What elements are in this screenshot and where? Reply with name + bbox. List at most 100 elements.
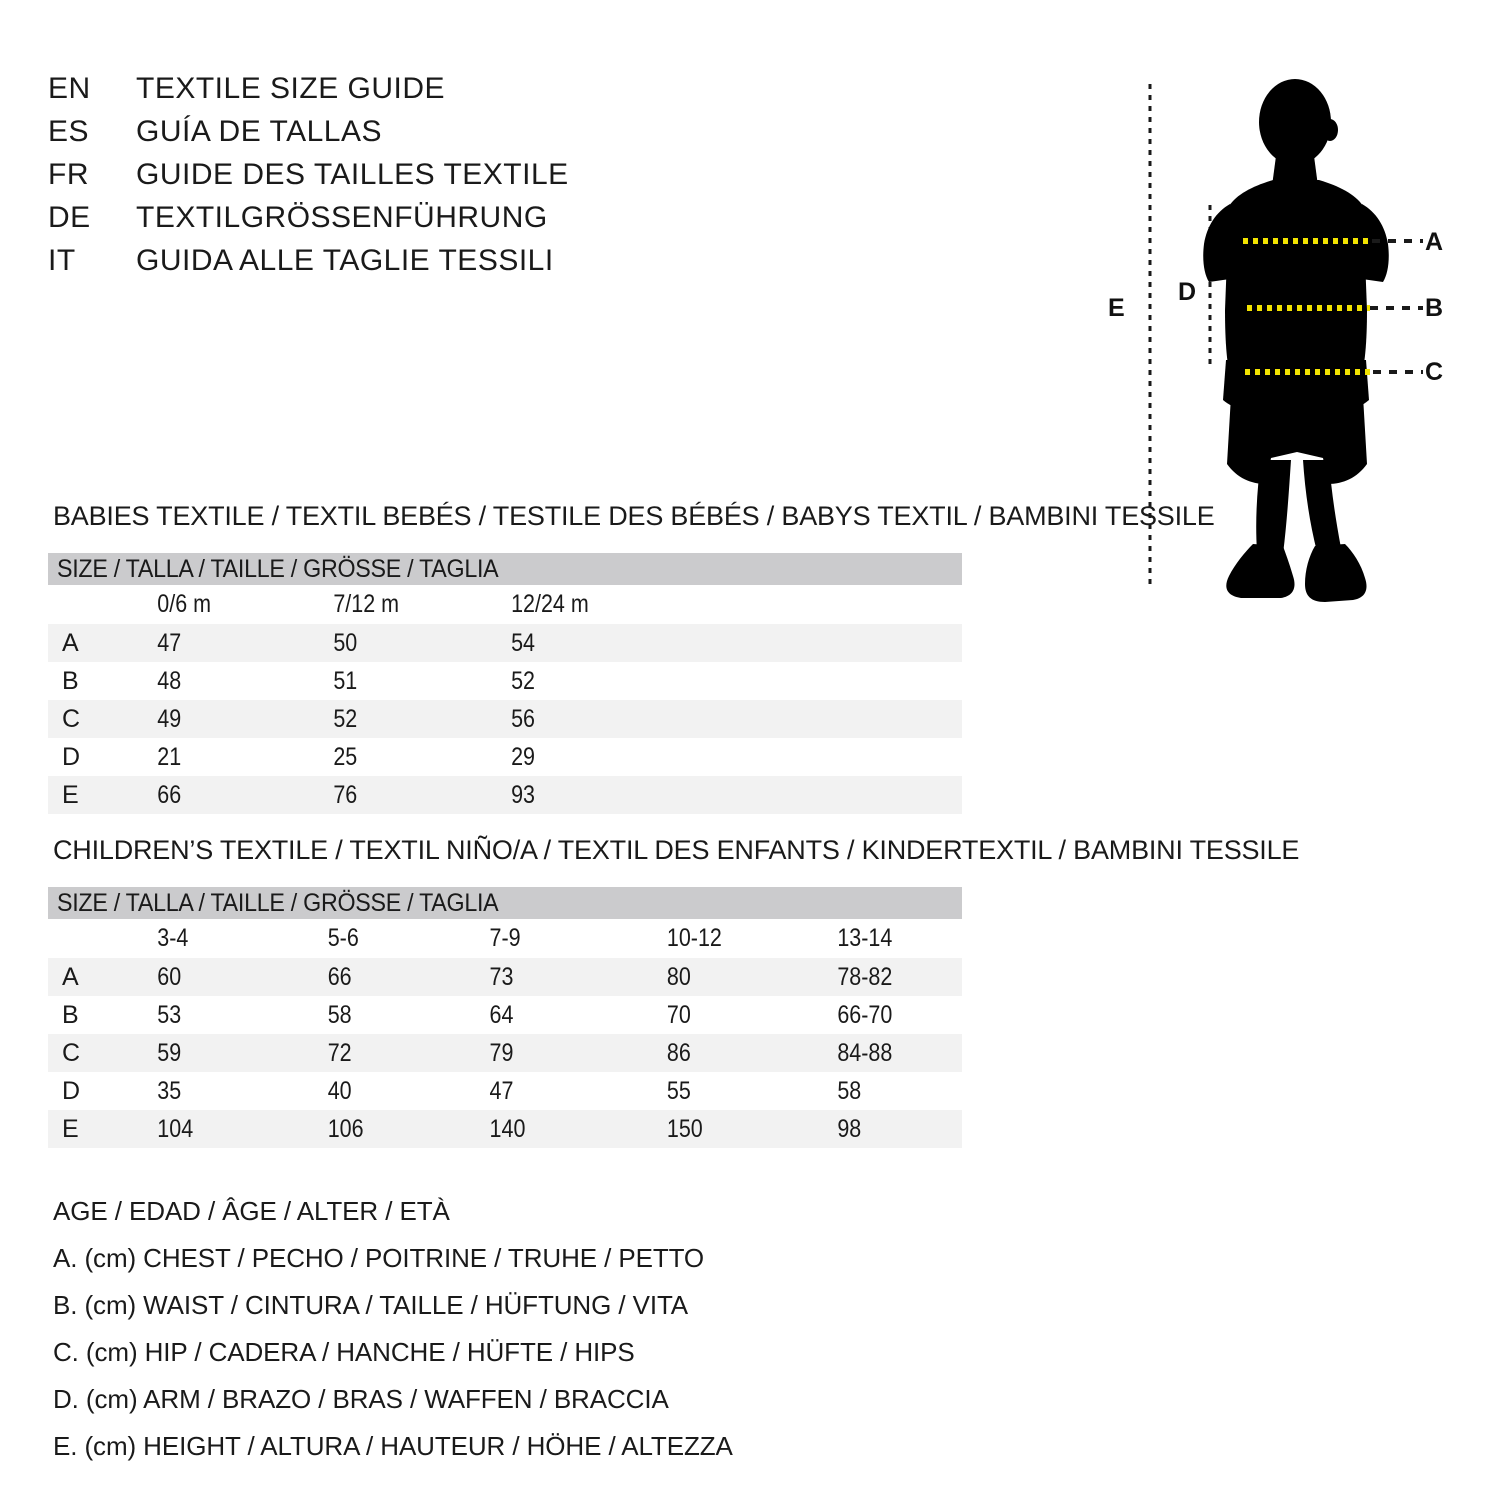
measure-label-c: C — [1425, 358, 1444, 386]
legend-item-arm: D. (cm) ARM / BRAZO / BRAS / WAFFEN / BR… — [53, 1384, 669, 1414]
cell-value: 98 — [837, 1114, 862, 1143]
cell-value: 70 — [666, 1000, 691, 1029]
cell-value: 72 — [327, 1038, 352, 1067]
cell-value: 52 — [511, 666, 535, 695]
cell-value: 40 — [327, 1076, 352, 1105]
row-label: B — [62, 666, 79, 695]
cell-value: 78-82 — [837, 962, 893, 991]
babies-size-header-label: SIZE / TALLA / TAILLE / GRÖSSE / TAGLIA — [57, 554, 499, 583]
title-row-fr: FR GUIDE DES TAILLES TEXTILE — [48, 158, 569, 201]
row-label: A — [62, 962, 79, 991]
measure-label-e: E — [1108, 294, 1125, 322]
table-row: E 104 106 140 150 98 — [48, 1110, 962, 1148]
measure-label-d: D — [1178, 278, 1197, 306]
cell-value: 79 — [489, 1038, 514, 1067]
table-row: E 66 76 93 — [48, 776, 962, 814]
row-label: D — [62, 1076, 81, 1105]
table-row: B 53 58 64 70 66-70 — [48, 996, 962, 1034]
cell-value: 76 — [333, 780, 358, 809]
table-row: C 59 72 79 86 84-88 — [48, 1034, 962, 1072]
children-column-header-row: 3-4 5-6 7-9 10-12 13-14 — [48, 919, 962, 958]
cell-value: 104 — [157, 1114, 194, 1143]
row-label: B — [62, 1000, 79, 1029]
title-lang-fr: FR — [48, 158, 89, 191]
measure-label-a: A — [1425, 228, 1444, 256]
title-row-en: EN TEXTILE SIZE GUIDE — [48, 72, 569, 115]
cell-value: 54 — [511, 628, 535, 657]
cell-value: 47 — [157, 628, 182, 657]
children-size-header-label: SIZE / TALLA / TAILLE / GRÖSSE / TAGLIA — [57, 888, 499, 917]
cell-value: 55 — [666, 1076, 691, 1105]
cell-value: 51 — [333, 666, 358, 695]
cell-value: 58 — [837, 1076, 862, 1105]
row-label: C — [62, 704, 81, 733]
cell-value: 29 — [511, 742, 535, 771]
table-row: C 49 52 56 — [48, 700, 962, 738]
children-col-2: 7-9 — [489, 924, 521, 952]
cell-value: 66-70 — [837, 1000, 893, 1029]
measurement-legend: AGE / EDAD / ÂGE / ALTER / ETÀ A. (cm) C… — [53, 1196, 733, 1478]
body-measurement-diagram — [1085, 60, 1485, 620]
cell-value: 59 — [157, 1038, 182, 1067]
row-label: E — [62, 780, 79, 809]
children-size-table: SIZE / TALLA / TAILLE / GRÖSSE / TAGLIA … — [48, 887, 962, 1148]
row-label: E — [62, 1114, 79, 1143]
cell-value: 60 — [157, 962, 182, 991]
title-lang-en: EN — [48, 72, 91, 105]
cell-value: 73 — [489, 962, 514, 991]
children-col-3: 10-12 — [666, 924, 722, 952]
children-col-0: 3-4 — [157, 924, 189, 952]
cell-value: 25 — [333, 742, 358, 771]
title-text-it: GUIDA ALLE TAGLIE TESSILI — [136, 244, 554, 277]
babies-col-0: 0/6 m — [157, 590, 212, 618]
cell-value: 58 — [327, 1000, 352, 1029]
cell-value: 48 — [157, 666, 182, 695]
legend-item-chest: A. (cm) CHEST / PECHO / POITRINE / TRUHE… — [53, 1243, 705, 1273]
row-label: D — [62, 742, 81, 771]
cell-value: 86 — [666, 1038, 691, 1067]
row-label: A — [62, 628, 79, 657]
babies-size-header-bar: SIZE / TALLA / TAILLE / GRÖSSE / TAGLIA — [48, 553, 962, 585]
cell-value: 93 — [511, 780, 535, 809]
title-row-it: IT GUIDA ALLE TAGLIE TESSILI — [48, 244, 569, 287]
children-size-header-bar: SIZE / TALLA / TAILLE / GRÖSSE / TAGLIA — [48, 887, 962, 919]
legend-age-line: AGE / EDAD / ÂGE / ALTER / ETÀ — [53, 1196, 450, 1226]
row-label: C — [62, 1038, 81, 1067]
cell-value: 66 — [157, 780, 182, 809]
babies-col-1: 7/12 m — [333, 590, 400, 618]
title-block: EN TEXTILE SIZE GUIDE ES GUÍA DE TALLAS … — [48, 72, 569, 287]
babies-col-2: 12/24 m — [511, 590, 589, 618]
babies-column-header-row: 0/6 m 7/12 m 12/24 m — [48, 585, 962, 624]
silhouette-svg — [1148, 79, 1423, 602]
cell-value: 56 — [511, 704, 535, 733]
children-section-title: CHILDREN’S TEXTILE / TEXTIL NIÑO/A / TEX… — [53, 835, 1300, 865]
cell-value: 140 — [489, 1114, 526, 1143]
title-text-es: GUÍA DE TALLAS — [136, 115, 382, 148]
legend-item-height: E. (cm) HEIGHT / ALTURA / HAUTEUR / HÖHE… — [53, 1431, 733, 1461]
legend-item-hip: C. (cm) HIP / CADERA / HANCHE / HÜFTE / … — [53, 1337, 635, 1367]
title-row-de: DE TEXTILGRÖSSENFÜHRUNG — [48, 201, 569, 244]
cell-value: 21 — [157, 742, 182, 771]
title-lang-it: IT — [48, 244, 76, 277]
table-row: D 21 25 29 — [48, 738, 962, 776]
cell-value: 50 — [333, 628, 358, 657]
cell-value: 47 — [489, 1076, 514, 1105]
child-silhouette — [1203, 79, 1389, 602]
cell-value: 49 — [157, 704, 182, 733]
cell-value: 80 — [666, 962, 691, 991]
cell-value: 84-88 — [837, 1038, 893, 1067]
cell-value: 35 — [157, 1076, 182, 1105]
legend-item-waist: B. (cm) WAIST / CINTURA / TAILLE / HÜFTU… — [53, 1290, 689, 1320]
table-row: A 47 50 54 — [48, 624, 962, 662]
title-row-es: ES GUÍA DE TALLAS — [48, 115, 569, 158]
table-row: B 48 51 52 — [48, 662, 962, 700]
children-col-4: 13-14 — [837, 924, 893, 952]
measure-label-b: B — [1425, 294, 1444, 322]
cell-value: 106 — [327, 1114, 364, 1143]
title-text-de: TEXTILGRÖSSENFÜHRUNG — [136, 201, 548, 234]
cell-value: 66 — [327, 962, 352, 991]
title-lang-es: ES — [48, 115, 90, 148]
table-row: D 35 40 47 55 58 — [48, 1072, 962, 1110]
title-text-fr: GUIDE DES TAILLES TEXTILE — [136, 158, 569, 191]
